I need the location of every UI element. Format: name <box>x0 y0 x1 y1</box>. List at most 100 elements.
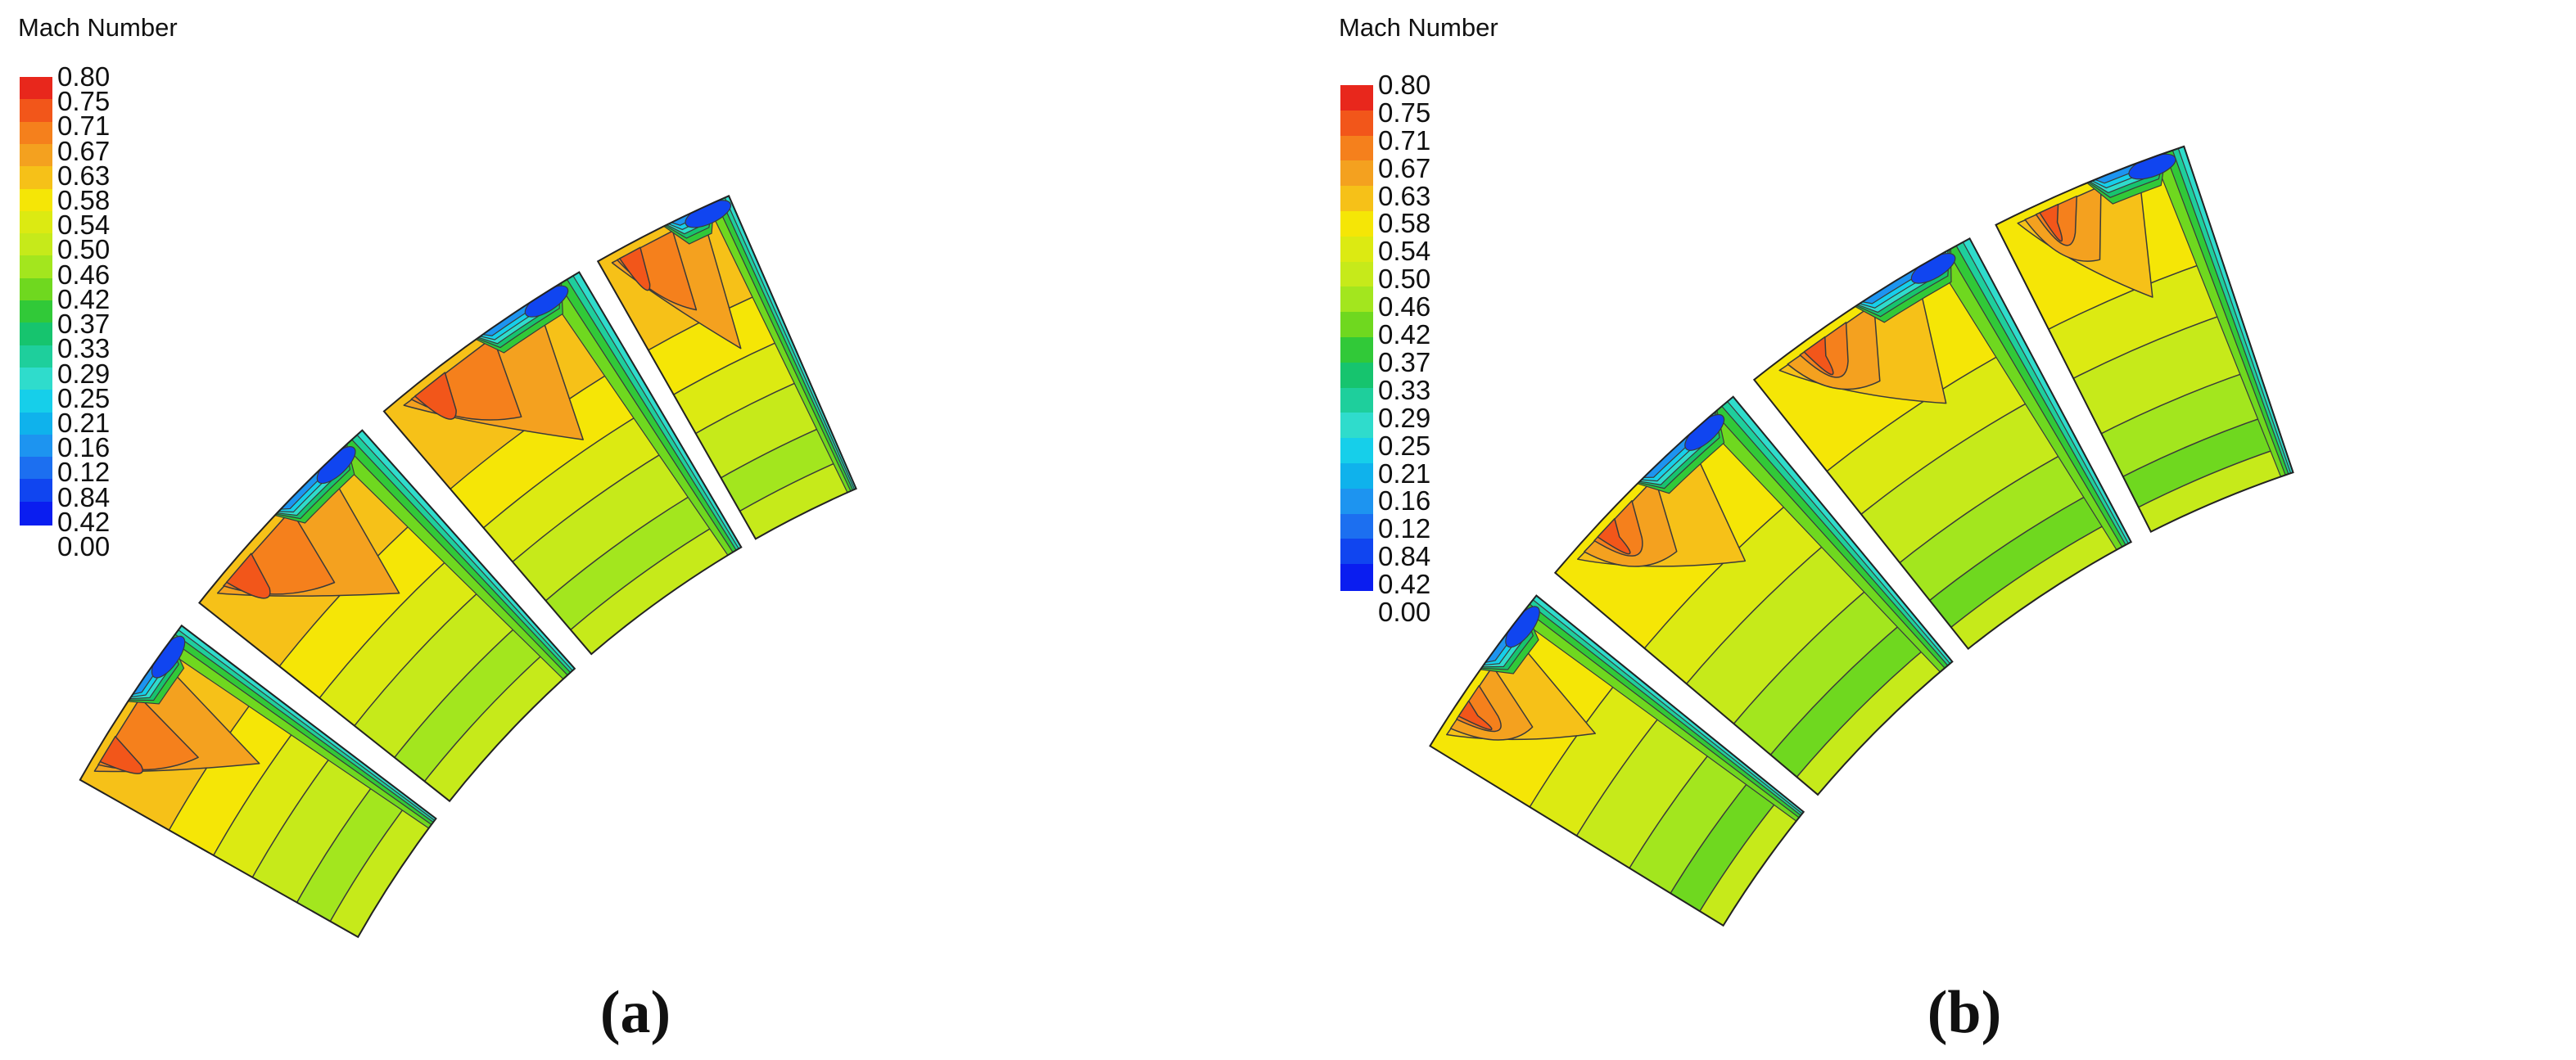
colorbar-tick-label: 0.42 <box>1378 319 1431 350</box>
colorbar-tick-label: 0.46 <box>1378 291 1431 323</box>
colorbar-segment <box>20 479 52 503</box>
colorbar-segment <box>20 277 52 302</box>
colorbar-segment <box>1340 337 1373 364</box>
colorbar-tick-label: 0.84 <box>57 481 111 512</box>
passage-outline <box>382 271 743 656</box>
colorbar-segment <box>1340 564 1373 591</box>
colorbar-segment <box>20 233 52 258</box>
colorbar-segment <box>1340 513 1373 541</box>
contour-band <box>619 246 651 291</box>
colorbar-tick-label: 0.16 <box>1378 485 1431 516</box>
passage-outline <box>197 429 576 803</box>
contour-band <box>414 372 457 420</box>
passage-outline <box>1752 237 2133 651</box>
contour-band <box>2039 203 2063 242</box>
colorbar-tick-label: 0.37 <box>57 309 111 340</box>
colorbar-segment <box>20 434 52 458</box>
colorbar-tick-label: 0.25 <box>57 382 111 413</box>
colorbar-segment <box>1340 160 1373 188</box>
colorbar-tick-label: 0.54 <box>1378 236 1431 267</box>
passage-outline <box>596 195 857 540</box>
colorbar-tick-label: 0.71 <box>57 111 111 142</box>
colorbar-segment <box>1340 186 1373 213</box>
colorbar-tick-label: 0.67 <box>57 135 111 166</box>
colorbar-tick-label: 0.12 <box>1378 513 1431 544</box>
colorbar-tick-label: 0.71 <box>1378 124 1431 156</box>
panel-caption: (a) <box>599 979 671 1046</box>
contour-band <box>1597 517 1631 555</box>
contour-band <box>1803 336 1834 376</box>
colorbar-segment <box>20 323 52 347</box>
colorbar-segment <box>20 255 52 280</box>
colorbar-segment <box>20 412 52 436</box>
colorbar-segment <box>20 501 52 525</box>
colorbar-segment <box>20 77 52 101</box>
colorbar-tick-label: 0.42 <box>1378 569 1431 600</box>
colorbar-segment <box>1340 362 1373 390</box>
colorbar-tick-label: 0.16 <box>57 432 111 463</box>
contour-band <box>99 735 143 774</box>
colorbar-segment <box>1340 286 1373 314</box>
colorbar-segment <box>20 188 52 213</box>
colorbar-tick-label: 0.25 <box>1378 430 1431 461</box>
colorbar-segment <box>1340 488 1373 516</box>
colorbar-tick-label: 0.21 <box>1378 458 1431 489</box>
colorbar-tick-label: 0.54 <box>57 210 111 241</box>
colorbar-segment <box>20 121 52 146</box>
mach-contour-plot <box>79 195 857 939</box>
colorbar-tick-label: 0.63 <box>57 160 111 191</box>
panel-a: Mach Number 0.80 0.75 0.71 0.67 0.63 0.58 0.54… <box>18 13 857 1046</box>
colorbar-segment <box>20 166 52 191</box>
colorbar-tick-label: 0.58 <box>1378 208 1431 239</box>
colorbar-segment <box>20 345 52 369</box>
colorbar-segment <box>1340 387 1373 415</box>
colorbar-segment <box>1340 85 1373 112</box>
colorbar-segment <box>1340 438 1373 465</box>
colorbar-tick-label: 0.84 <box>1378 541 1431 572</box>
panel-b: Mach Number 0.80 0.75 0.71 0.67 0.63 0.58 0.54… <box>1288 0 2576 1060</box>
colorbar-tick-label: 0.58 <box>57 185 111 216</box>
passage-outline <box>1995 145 2294 533</box>
colorbar-tick-label: 0.80 <box>57 61 111 92</box>
colorbar-segment <box>20 99 52 124</box>
contour-band <box>225 553 271 599</box>
colorbar-tick-label: 0.29 <box>57 358 111 389</box>
colorbar-segment <box>1340 539 1373 566</box>
colorbar-segment <box>1340 463 1373 490</box>
colorbar-tick-label: 0.33 <box>1378 374 1431 405</box>
colorbar-segment <box>20 390 52 414</box>
legend-title: Mach Number <box>18 13 178 42</box>
colorbar-tick-label: 0.75 <box>1378 97 1431 128</box>
colorbar-tick-label: 0.46 <box>57 259 111 290</box>
colorbar-segment <box>1340 236 1373 264</box>
passage-outline <box>1553 395 1954 796</box>
colorbar <box>20 77 52 525</box>
colorbar-tick-label: 0.75 <box>57 86 111 117</box>
colorbar-segment <box>1340 211 1373 238</box>
panel-caption: (b) <box>1927 979 2002 1046</box>
colorbar <box>1340 85 1373 591</box>
colorbar-tick-label: 0.63 <box>1378 180 1431 211</box>
colorbar-tick-label: 0.29 <box>1378 402 1431 433</box>
colorbar-tick-label: 0.37 <box>1378 346 1431 377</box>
colorbar-tick-label: 0.12 <box>57 457 111 488</box>
colorbar-segment <box>1340 135 1373 163</box>
colorbar-segment <box>1340 312 1373 339</box>
passage-outline <box>79 624 437 939</box>
mach-contour-plot <box>1429 145 2294 927</box>
colorbar-tick-label: 0.33 <box>57 333 111 364</box>
colorbar-tick-label: 0.50 <box>57 234 111 265</box>
colorbar-tick-label: 0.42 <box>57 283 111 314</box>
colorbar-segment <box>20 210 52 235</box>
colorbar-tick-label: 0.21 <box>57 407 111 438</box>
colorbar-segment <box>20 457 52 481</box>
colorbar-tick-label: 0.42 <box>57 506 111 537</box>
legend-title: Mach Number <box>1339 13 1498 42</box>
colorbar-tick-label: 0.67 <box>1378 152 1431 183</box>
contour-band <box>1457 700 1493 731</box>
passage-outline <box>1429 594 1805 927</box>
colorbar-tick-label: 0.00 <box>1378 597 1431 627</box>
blade-passages <box>79 195 857 939</box>
colorbar-segment <box>1340 261 1373 289</box>
colorbar-tick-label: 0.00 <box>57 531 111 562</box>
